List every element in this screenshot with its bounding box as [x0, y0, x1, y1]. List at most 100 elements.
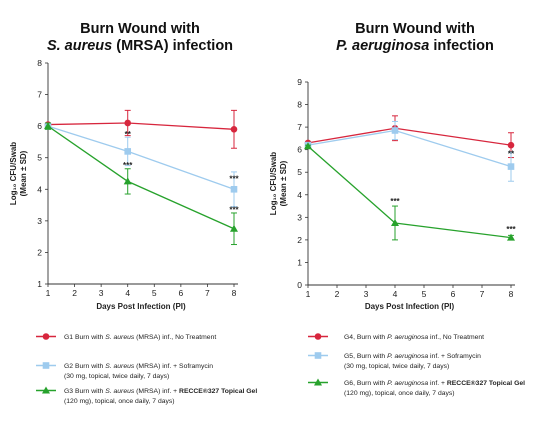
legend-label-part: P. aeruginosa	[387, 380, 428, 387]
legend-label-part: S. aureus	[105, 363, 135, 370]
legend-label: G6, Burn with P. aeruginosa inf. + RECCE…	[344, 379, 525, 387]
legend-item-g5: G5, Burn with P. aeruginosa inf. + Sofra…	[308, 352, 481, 370]
legend-label-line2: (30 mg, topical, twice daily, 7 days)	[344, 363, 449, 370]
legend-label-part: RECCE®327 Topical Gel	[179, 387, 257, 395]
legend-label-part: inf. +	[428, 380, 447, 387]
y-tick-label: 1	[37, 279, 42, 289]
legend-label: G3 Burn with S. aureus (MRSA) inf. + REC…	[64, 387, 257, 395]
data-point	[230, 126, 238, 133]
legend-label-part: inf. + Soframycin	[428, 353, 481, 360]
significance-label: ***	[229, 205, 239, 214]
chart-title-line1: Burn Wound with	[80, 21, 200, 37]
y-tick-label: 9	[297, 77, 302, 87]
data-point	[304, 142, 312, 150]
x-tick-label: 1	[306, 289, 311, 299]
chart-title-line2: S. aureus (MRSA) infection	[47, 38, 233, 54]
legend-label-part: G1 Burn with	[64, 334, 105, 341]
data-point	[124, 119, 132, 127]
y-tick-label: 5	[297, 167, 302, 177]
legend-marker	[314, 378, 322, 386]
y-axis-label-line1: Log₁₀ CFU/Swab	[9, 142, 18, 205]
series-line	[47, 125, 235, 190]
y-tick-label: 0	[297, 280, 302, 290]
legend-label-part: (30 mg, topical, twice daily, 7 days)	[344, 363, 449, 370]
data-point	[44, 122, 52, 130]
significance-label: ***	[123, 161, 133, 170]
legend-label-part: G5, Burn with	[344, 353, 387, 360]
x-tick-label: 7	[205, 288, 210, 298]
legend-item-g6: G6, Burn with P. aeruginosa inf. + RECCE…	[308, 378, 525, 397]
series-g2	[44, 122, 238, 208]
x-tick-label: 4	[125, 288, 130, 298]
y-axis-label-line2: (Mean ± SD)	[279, 160, 288, 206]
legend-label-part: (MRSA) inf. +	[134, 388, 179, 395]
data-point	[507, 233, 515, 241]
x-tick-label: 3	[99, 288, 104, 298]
legend-label-part: P. aeruginosa	[387, 353, 428, 360]
y-tick-label: 8	[297, 100, 302, 110]
data-point	[124, 148, 132, 155]
x-tick-label: 1	[46, 288, 51, 298]
legend: G4, Burn with P. aeruginosa inf., No Tre…	[308, 333, 525, 397]
x-tick-label: 8	[232, 288, 237, 298]
y-tick-label: 7	[297, 122, 302, 132]
y-axis-label-line2: (Mean ± SD)	[19, 150, 28, 196]
y-tick-label: 5	[37, 153, 42, 163]
x-tick-label: 8	[509, 289, 514, 299]
x-tick-label: 6	[178, 288, 183, 298]
chart-title-organism: S. aureus	[47, 38, 112, 54]
series-line	[47, 122, 235, 130]
significance-label: ***	[506, 225, 516, 234]
x-tick-label: 6	[451, 289, 456, 299]
legend-label: G5, Burn with P. aeruginosa inf. + Sofra…	[344, 353, 481, 360]
x-tick-label: 7	[480, 289, 485, 299]
legend-label-part: (MRSA) inf., No Treatment	[134, 334, 216, 341]
legend: G1 Burn with S. aureus (MRSA) inf., No T…	[36, 333, 257, 405]
chart-title-line2: P. aeruginosa infection	[336, 38, 494, 54]
legend-marker	[314, 352, 322, 359]
legend-item-g4: G4, Burn with P. aeruginosa inf., No Tre…	[308, 333, 484, 341]
significance-label: **	[508, 149, 515, 158]
series-line	[307, 145, 512, 239]
legend-item-g2: G2 Burn with S. aureus (MRSA) inf. + Sof…	[36, 362, 213, 380]
x-tick-label: 5	[152, 288, 157, 298]
legend-label-part: P. aeruginosa	[387, 334, 428, 341]
data-point	[391, 127, 399, 134]
data-point	[391, 218, 399, 226]
y-tick-label: 7	[37, 90, 42, 100]
y-tick-label: 6	[37, 121, 42, 131]
legend-marker	[314, 333, 322, 340]
legend-label-line2: (120 mg), topical, once daily, 7 days)	[344, 390, 455, 397]
significance-label: ***	[229, 174, 239, 183]
legend-label-part: (30 mg, topical, twice daily, 7 days)	[64, 373, 169, 380]
legend-item-g3: G3 Burn with S. aureus (MRSA) inf. + REC…	[36, 386, 257, 405]
x-tick-label: 4	[393, 289, 398, 299]
y-tick-label: 2	[37, 247, 42, 257]
legend-label: G4, Burn with P. aeruginosa inf., No Tre…	[344, 334, 484, 341]
y-tick-label: 8	[37, 58, 42, 68]
y-tick-label: 3	[297, 212, 302, 222]
data-point	[230, 224, 238, 232]
significance-label: **	[125, 130, 132, 139]
chart-title-line1: Burn Wound with	[355, 21, 475, 37]
series-line	[307, 127, 512, 146]
y-tick-label: 4	[37, 184, 42, 194]
data-point	[507, 141, 515, 149]
legend-item-g1: G1 Burn with S. aureus (MRSA) inf., No T…	[36, 333, 216, 341]
significance-label: ***	[390, 197, 400, 206]
legend-label-part: S. aureus	[105, 388, 135, 395]
y-tick-label: 6	[297, 145, 302, 155]
y-tick-label: 1	[297, 257, 302, 267]
legend-label-line2: (120 mg), topical, once daily, 7 days)	[64, 398, 175, 405]
series-g3	[44, 122, 238, 246]
legend-label-line2: (30 mg, topical, twice daily, 7 days)	[64, 373, 169, 380]
y-tick-label: 3	[37, 216, 42, 226]
legend-label: G1 Burn with S. aureus (MRSA) inf., No T…	[64, 334, 216, 341]
x-tick-label: 5	[422, 289, 427, 299]
series-line	[47, 125, 235, 230]
data-point	[123, 177, 132, 185]
y-axis-label-line1: Log₁₀ CFU/Swab	[269, 152, 278, 215]
